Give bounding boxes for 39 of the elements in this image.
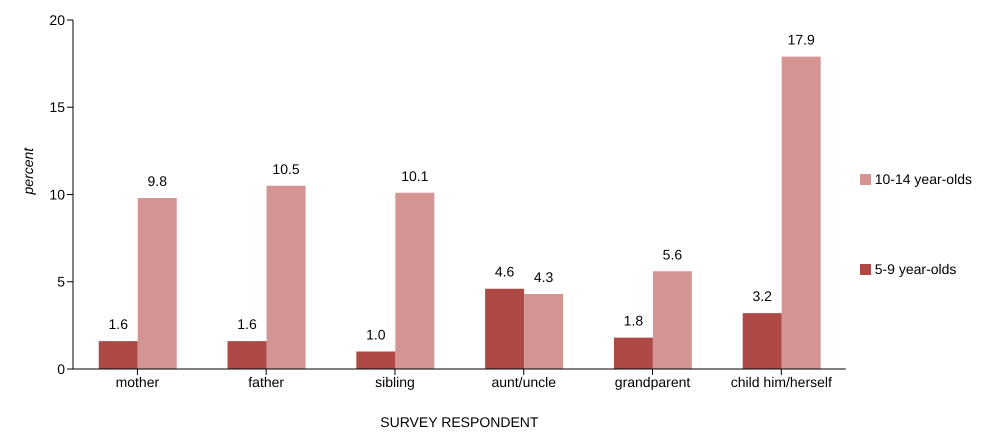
data-label: 10.5 — [272, 160, 300, 177]
data-label: 4.3 — [534, 268, 554, 285]
x-tick-label: grandparent — [614, 374, 690, 390]
y-tick-label: 0 — [57, 360, 66, 377]
bar — [98, 341, 138, 369]
bar — [614, 338, 653, 369]
bar — [485, 288, 524, 369]
bar — [395, 192, 434, 369]
bar — [742, 313, 782, 369]
bar — [228, 341, 267, 369]
data-label: 1.8 — [624, 312, 644, 329]
x-tick-label: aunt/uncle — [491, 374, 556, 390]
data-label: 4.6 — [494, 264, 515, 280]
data-label: 3.2 — [752, 288, 772, 304]
y-tick-label: 10 — [49, 186, 66, 202]
data-label: 17.9 — [788, 32, 816, 48]
data-label: 10.1 — [401, 168, 429, 184]
bar — [652, 271, 692, 369]
y-tick-label: 20 — [49, 12, 66, 28]
data-label: 1.6 — [108, 316, 128, 332]
data-label: 1.6 — [237, 316, 257, 332]
x-axis-title: SURVEY RESPONDENT — [380, 414, 539, 430]
data-label: 9.8 — [148, 172, 168, 189]
x-tick-label: father — [248, 374, 284, 390]
legend-label: 10-14 year-olds — [874, 170, 972, 186]
bar — [782, 56, 821, 369]
data-label: 1.0 — [366, 326, 386, 343]
y-tick-label: 5 — [57, 274, 66, 290]
data-label: 5.6 — [662, 246, 682, 262]
x-tick-label: sibling — [375, 374, 415, 390]
y-axis-title: percent — [20, 146, 36, 196]
legend-label: 5-9 year-olds — [874, 260, 956, 276]
x-tick-label: mother — [116, 374, 160, 390]
x-tick-label: child him/herself — [730, 374, 832, 390]
bar — [356, 352, 396, 369]
bar — [524, 294, 564, 369]
bar — [138, 198, 177, 369]
bar — [266, 186, 306, 369]
y-tick-label: 15 — [49, 99, 66, 116]
